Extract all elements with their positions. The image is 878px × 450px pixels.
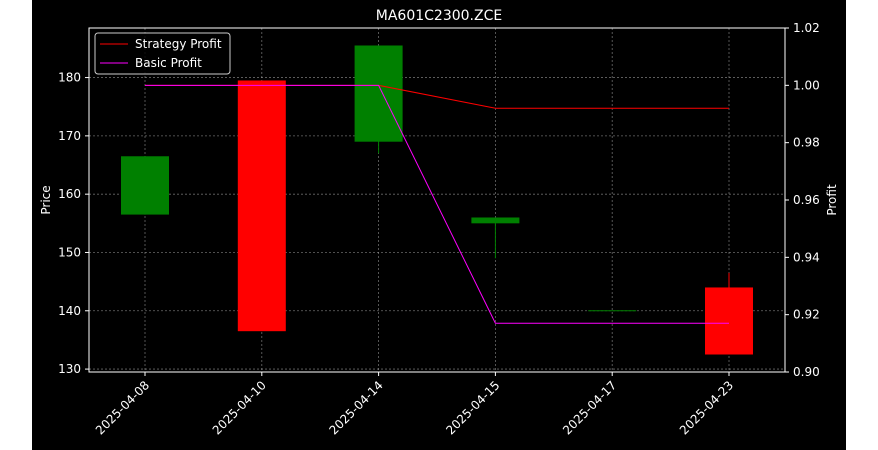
candles [121, 45, 753, 355]
y2-tick-label: 1.02 [793, 21, 820, 35]
candle-body [237, 80, 286, 332]
candle-body [354, 45, 403, 142]
y2-tick-label: 0.90 [793, 365, 820, 379]
right-axis-ticks: 0.90 0.92 0.94 0.96 0.98 1.00 1.02 [785, 21, 820, 379]
y2-tick-label: 0.96 [793, 193, 820, 207]
series-line-basic-profit [145, 84, 729, 324]
left-axis-ticks: 130 140 150 160 170 180 [58, 71, 89, 376]
y2-tick-label: 0.94 [793, 250, 820, 264]
candle-body [121, 156, 169, 215]
y-tick-label: 170 [58, 129, 81, 143]
figure-background [32, 0, 846, 450]
legend-label: Basic Profit [135, 56, 202, 70]
y2-tick-label: 0.92 [793, 308, 820, 322]
y2-axis-label: Profit [825, 184, 839, 216]
y-axis-label: Price [39, 185, 53, 214]
candle-body [471, 217, 520, 224]
chart-title: MA601C2300.ZCE [376, 8, 502, 24]
legend-label: Strategy Profit [135, 37, 222, 51]
y-tick-label: 180 [58, 71, 81, 85]
y2-tick-label: 1.00 [793, 78, 820, 92]
candle-body [705, 287, 753, 355]
y-tick-label: 150 [58, 245, 81, 259]
y-tick-label: 140 [58, 304, 81, 318]
y-tick-label: 160 [58, 187, 81, 201]
legend-box [94, 32, 231, 75]
legend: Strategy Profit Basic Profit [94, 32, 231, 75]
y2-tick-label: 0.98 [793, 136, 820, 150]
profit-lines [145, 84, 729, 324]
y-tick-label: 130 [58, 362, 81, 376]
